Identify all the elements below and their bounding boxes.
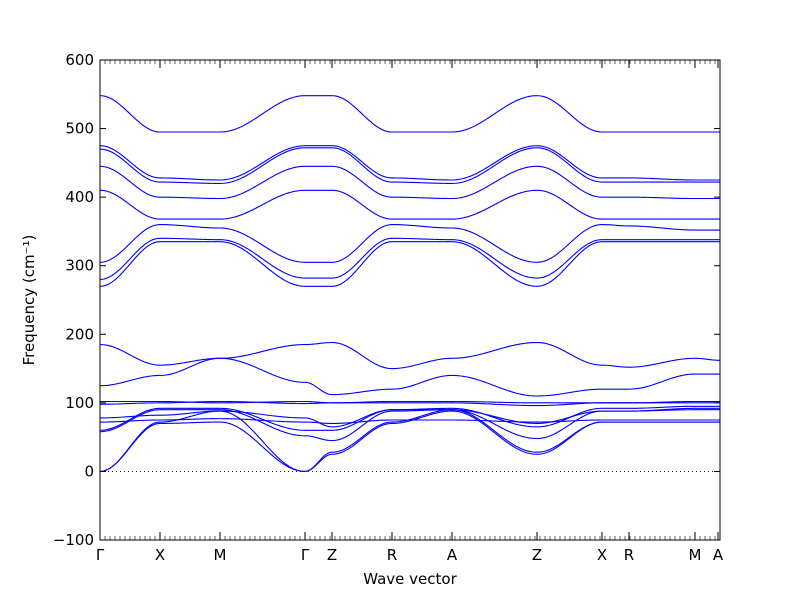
y-tick-label-5: 400 xyxy=(65,188,94,206)
x-tick-label-4: Z xyxy=(327,546,337,564)
series-line-5 xyxy=(100,418,720,424)
x-tick-label-0: Γ xyxy=(96,546,105,564)
y-tick-label-0: −100 xyxy=(53,531,94,549)
series-line-9 xyxy=(100,357,720,397)
y-tick-label-1: 0 xyxy=(84,462,94,480)
y-tick-label-3: 200 xyxy=(65,325,94,343)
series-line-2 xyxy=(100,409,720,472)
series-line-10 xyxy=(100,341,720,370)
x-tick-label-5: R xyxy=(387,546,397,564)
x-tick-label-8: X xyxy=(597,546,607,564)
plot-area xyxy=(100,95,720,472)
y-tick-label-6: 500 xyxy=(65,120,94,138)
x-axis-label: Wave vector xyxy=(363,570,457,588)
x-tick-label-6: A xyxy=(447,546,458,564)
x-tick-label-2: M xyxy=(214,546,227,564)
series-line-15 xyxy=(100,165,720,200)
x-tick-label-11: A xyxy=(713,546,724,564)
x-tick-label-1: X xyxy=(155,546,165,564)
series-line-6 xyxy=(100,409,720,428)
series-line-14 xyxy=(100,189,720,220)
series-line-11 xyxy=(100,241,720,287)
y-axis-label: Frequency (cm⁻¹) xyxy=(20,235,38,366)
series-line-8 xyxy=(100,400,720,404)
series-line-17 xyxy=(100,145,720,181)
series-line-16 xyxy=(100,147,720,184)
y-tick-label-7: 600 xyxy=(65,51,94,69)
x-tick-label-7: Z xyxy=(532,546,542,564)
series-line-12 xyxy=(100,237,720,280)
series-line-18 xyxy=(100,95,720,133)
y-tick-label-4: 300 xyxy=(65,257,94,275)
series-line-13 xyxy=(100,224,720,263)
x-tick-label-10: M xyxy=(689,546,702,564)
x-tick-label-9: R xyxy=(624,546,634,564)
y-tick-label-2: 100 xyxy=(65,394,94,412)
x-tick-label-3: Γ xyxy=(301,546,310,564)
